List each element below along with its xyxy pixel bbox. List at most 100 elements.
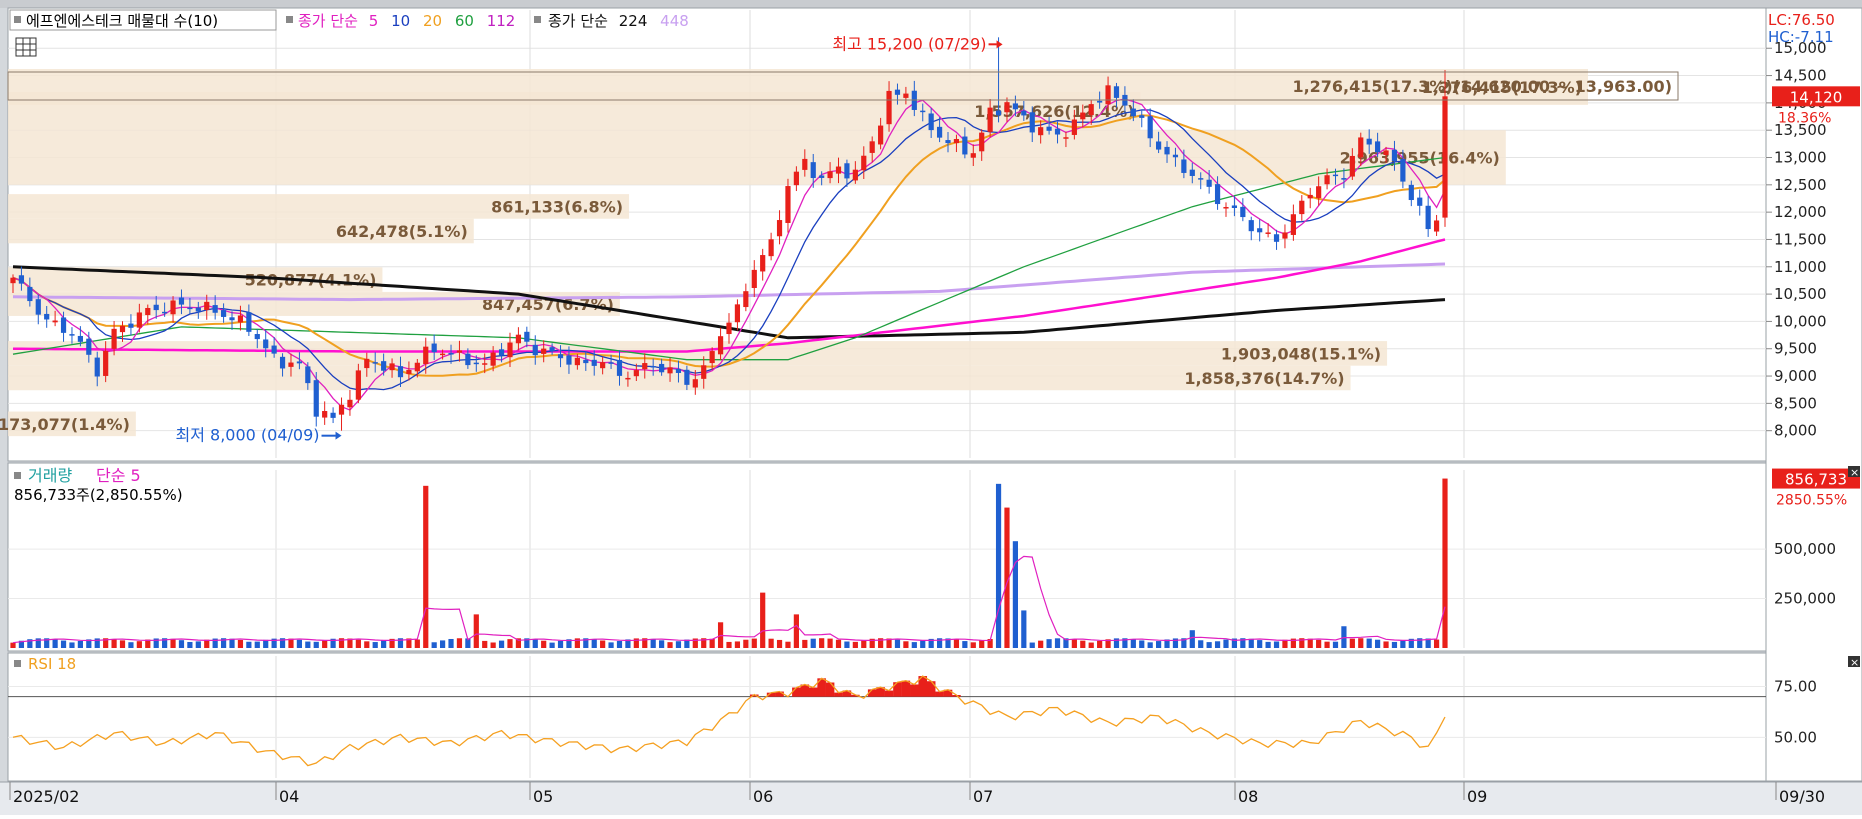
candle-body <box>1147 116 1153 139</box>
time-tick-label: 07 <box>973 787 993 806</box>
candle-body <box>574 357 580 366</box>
volume-bar <box>1349 638 1355 648</box>
volume-bar <box>440 640 446 648</box>
volume-profile-label: 861,133(6.8%) <box>491 197 623 216</box>
candle-body <box>338 404 345 415</box>
volume-bar <box>473 614 479 648</box>
table-grid-icon[interactable] <box>15 37 37 57</box>
volume-bar <box>827 638 833 648</box>
candle-body <box>162 311 168 314</box>
volume-bar <box>1290 638 1296 648</box>
volume-panel[interactable] <box>7 462 1767 652</box>
time-tick-label: 04 <box>279 787 299 806</box>
volume-profile-bar <box>8 411 136 437</box>
volume-bar <box>1113 638 1120 648</box>
candle-body <box>1425 205 1431 230</box>
low-annotation: 최저 8,000 (04/09) <box>176 426 320 445</box>
candle-body <box>296 361 302 364</box>
candle-body <box>768 239 774 257</box>
candle-body <box>692 379 698 388</box>
candle-body <box>524 331 530 342</box>
volume-bar <box>878 638 884 648</box>
candle-body <box>1080 112 1086 120</box>
candle-body <box>1299 200 1305 215</box>
volume-bar <box>1332 641 1339 648</box>
volume-bar <box>271 638 277 648</box>
volume-bar <box>785 641 791 648</box>
range-box-label: 1,276,415(17.3%)(14,620.00 ~ 13,963.00) <box>1292 77 1672 96</box>
candle-body <box>970 153 976 158</box>
candle-body <box>406 369 412 375</box>
candle-body <box>608 362 614 364</box>
volume-bar <box>1054 638 1061 648</box>
volume-bar <box>195 641 201 648</box>
candle-body <box>10 277 16 284</box>
volume-bar <box>1425 638 1431 648</box>
candle-body <box>717 336 724 355</box>
volume-bar <box>709 638 715 648</box>
candle-body <box>583 359 589 364</box>
volume-bar <box>1071 639 1077 648</box>
volume-bar <box>1189 630 1195 648</box>
candle-body <box>928 113 934 131</box>
current-change-text: 18.36% <box>1778 110 1831 126</box>
candle-body <box>1105 85 1111 105</box>
candle-body <box>52 320 58 323</box>
volume-profile-bar <box>8 291 620 316</box>
candle-body <box>743 291 749 308</box>
candle-body <box>1172 154 1179 158</box>
price-tick-label: 14,500 <box>1774 67 1827 85</box>
panel-menu-icon[interactable] <box>14 16 21 23</box>
volume-bar <box>372 642 378 648</box>
candle-body <box>650 366 656 368</box>
volume-bar <box>1282 639 1288 648</box>
candle-body <box>440 353 446 356</box>
candle-body <box>1054 128 1061 135</box>
volume-profile-label: 1,276,415(17.3%) <box>1422 78 1582 97</box>
candle-body <box>1307 194 1313 199</box>
legend2-menu-icon[interactable] <box>534 16 541 23</box>
candle-body <box>642 363 648 370</box>
volume-bar <box>692 638 698 648</box>
candle-body <box>204 301 210 310</box>
volume-bar <box>338 638 345 648</box>
close-icon[interactable]: × <box>1848 656 1860 669</box>
candle-body <box>591 359 597 366</box>
candle-body <box>212 305 218 313</box>
candle-body <box>507 342 513 358</box>
candle-body <box>1366 138 1372 145</box>
volume-bar <box>911 642 917 648</box>
candle-body <box>347 399 353 408</box>
legend-menu-icon[interactable] <box>286 16 293 23</box>
title-chip[interactable] <box>9 9 277 31</box>
volume-bar <box>1442 478 1448 648</box>
candle-body <box>145 307 151 316</box>
candle-body <box>1408 184 1414 201</box>
volume-tick-label: 250,000 <box>1774 590 1836 608</box>
candle-body <box>35 299 41 315</box>
candle-body <box>389 363 395 371</box>
volume-profile-bar <box>8 341 1388 366</box>
candle-body <box>1206 179 1212 187</box>
volume-menu-icon[interactable] <box>14 472 21 479</box>
price-axis-area <box>1765 7 1862 782</box>
volume-bar <box>633 638 639 648</box>
rsi-menu-icon[interactable] <box>14 660 21 667</box>
candle-body <box>1358 137 1364 158</box>
hc-label: HC:-7.11 <box>1768 28 1834 46</box>
candle-body <box>1290 214 1296 235</box>
volume-title: 거래량 <box>28 466 72 485</box>
candle-body <box>482 363 488 365</box>
volume-bar <box>52 639 58 648</box>
close-icon[interactable]: × <box>1848 466 1860 479</box>
volume-bar <box>170 638 176 648</box>
candle-body <box>852 169 858 181</box>
candle-body <box>995 110 1002 116</box>
volume-bar <box>86 639 92 648</box>
rsi-panel[interactable] <box>7 652 1767 782</box>
candle-body <box>953 138 960 144</box>
candle-body <box>465 353 471 366</box>
volume-bar <box>1257 640 1263 648</box>
candle-body <box>633 370 639 377</box>
